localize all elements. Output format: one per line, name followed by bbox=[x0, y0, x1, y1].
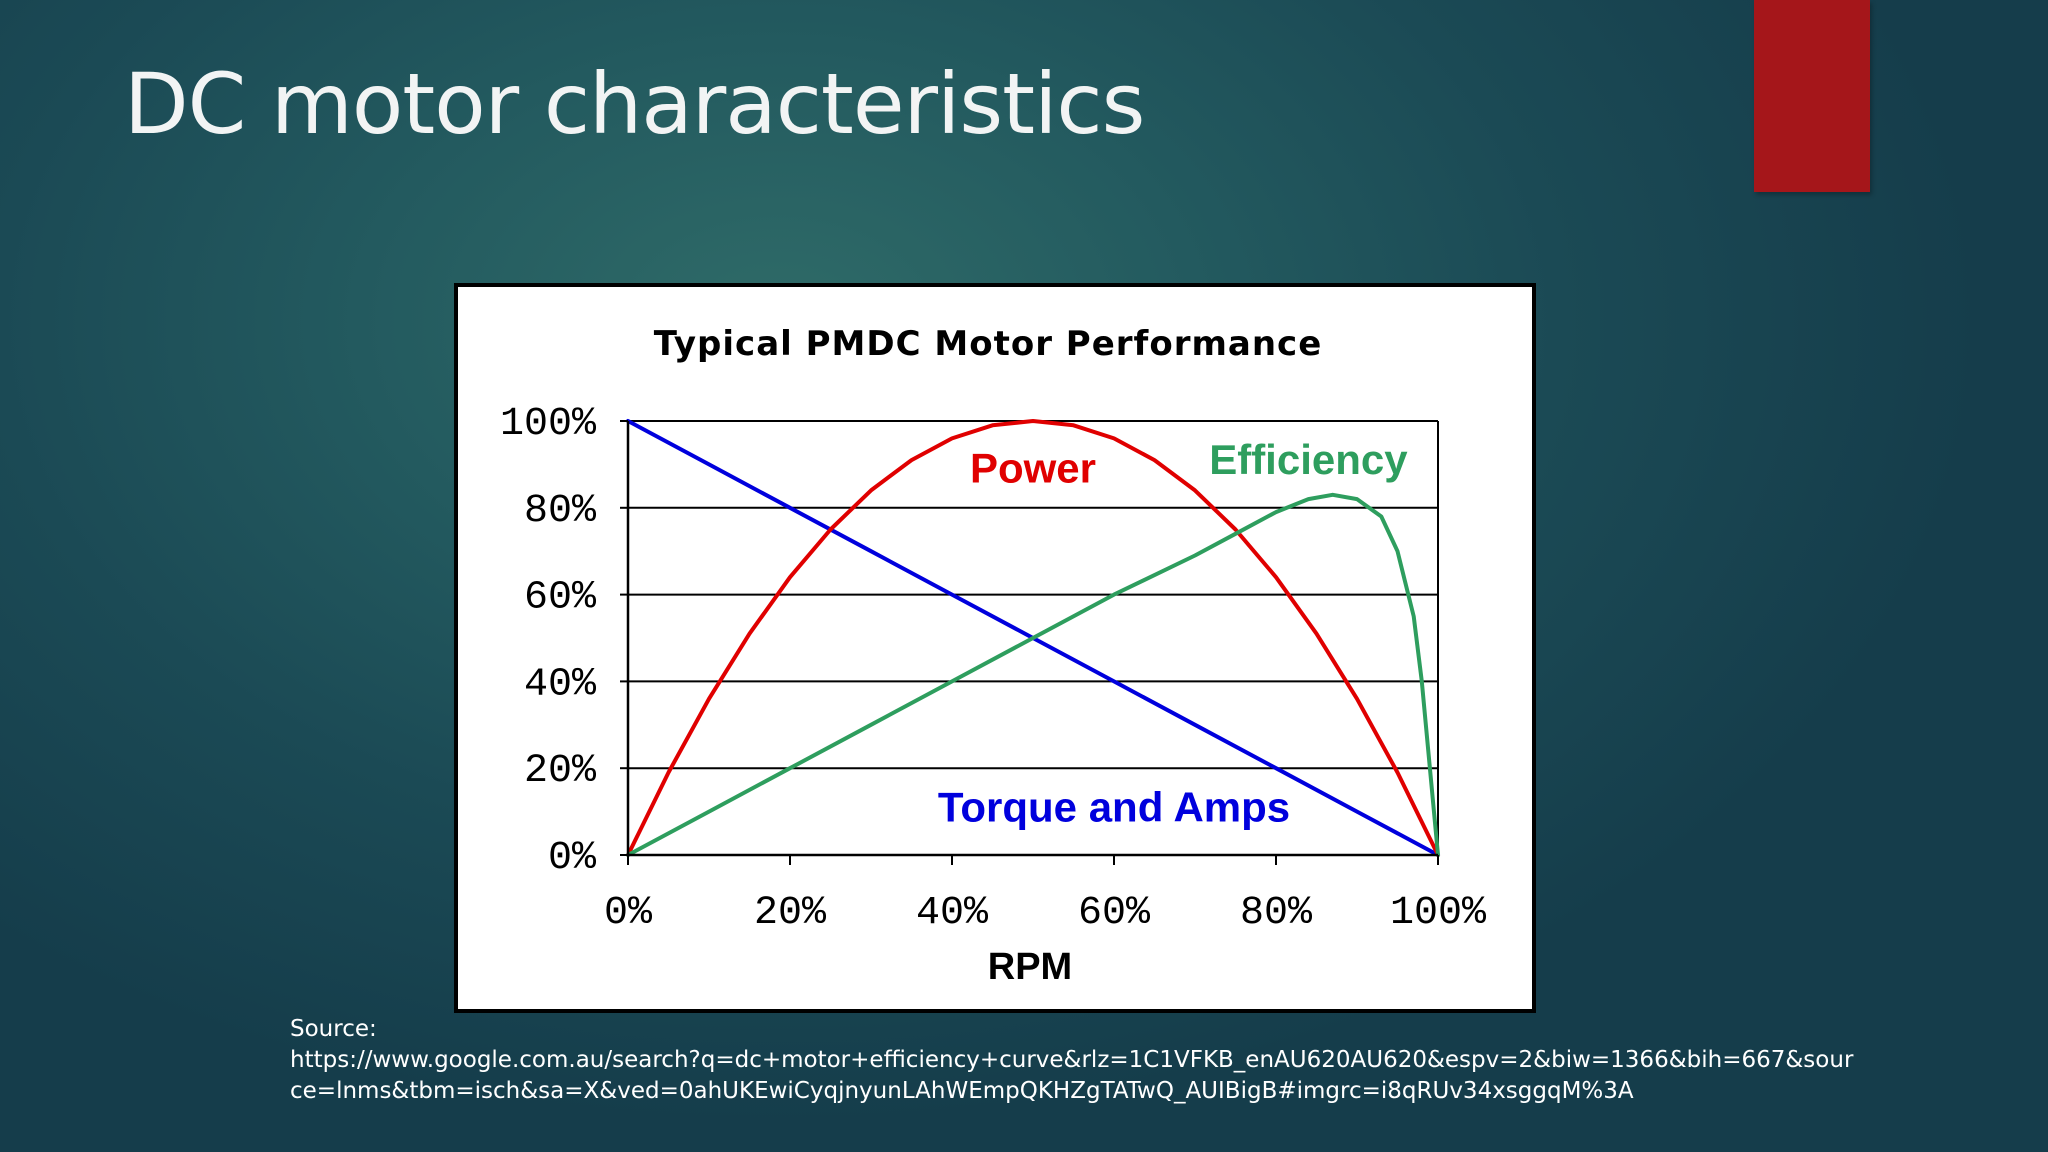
tick-labels: 0% 20% 40% 60% 80% 100% 0% 20% 40% 60% 80% 100% Powe… bbox=[500, 402, 1487, 936]
x-tick-label: 80% bbox=[1240, 891, 1313, 936]
performance-chart: Typical PMDC Motor Performance 0% 20% 40% 6… bbox=[500, 324, 1487, 988]
x-axis-title: RPM bbox=[988, 946, 1072, 988]
series-lines bbox=[626, 419, 1440, 857]
x-tick-label: 20% bbox=[754, 891, 827, 936]
source-label: Source: bbox=[290, 1016, 377, 1042]
x-tick-label: 40% bbox=[916, 891, 989, 936]
accent-bar bbox=[1754, 0, 1870, 192]
series-label-efficiency: Efficiency bbox=[1209, 436, 1408, 483]
source-citation: Source: https://www.google.com.au/search… bbox=[290, 1014, 1854, 1107]
chart-frame: Typical PMDC Motor Performance 0% 20% 40% 6… bbox=[454, 283, 1536, 1013]
chart-title: Typical PMDC Motor Performance bbox=[654, 324, 1323, 364]
series-line-power bbox=[626, 419, 1440, 857]
axes bbox=[620, 420, 1439, 865]
source-url-line-2[interactable]: ce=lnms&tbm=isch&sa=X&ved=0ahUKEwiCyqjny… bbox=[290, 1078, 1634, 1104]
y-tick-label: 20% bbox=[524, 749, 597, 794]
y-tick-label: 40% bbox=[524, 662, 597, 707]
x-tick-label: 0% bbox=[604, 891, 653, 936]
series-label-torque-and-amps: Torque and Amps bbox=[938, 783, 1290, 830]
series-line-efficiency bbox=[626, 492, 1440, 857]
y-tick-label: 60% bbox=[524, 576, 597, 621]
y-tick-label: 80% bbox=[524, 489, 597, 534]
source-url-line-1[interactable]: https://www.google.com.au/search?q=dc+mo… bbox=[290, 1047, 1854, 1073]
y-tick-label: 100% bbox=[500, 402, 597, 447]
x-tick-label: 60% bbox=[1078, 891, 1151, 936]
slide-title: DC motor characteristics bbox=[124, 55, 1145, 153]
series-label-power: Power bbox=[970, 445, 1096, 492]
y-tick-label: 0% bbox=[548, 836, 597, 881]
x-tick-label: 100% bbox=[1390, 891, 1487, 936]
